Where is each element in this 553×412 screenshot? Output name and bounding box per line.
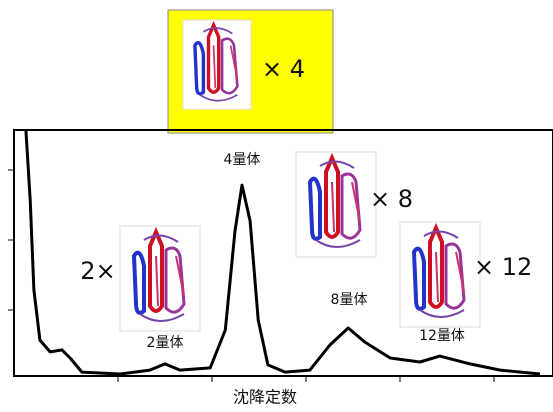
annotation: 12量体: [419, 328, 465, 344]
annotation: 2×: [80, 257, 115, 285]
annotation: 2量体: [147, 335, 184, 351]
annotation: 8量体: [331, 292, 368, 308]
annotation: 4量体: [224, 152, 261, 168]
protein-image: [183, 20, 251, 109]
protein-image: [120, 226, 200, 331]
annotation: × 4: [262, 55, 305, 83]
protein-image: [400, 222, 480, 327]
annotation: × 8: [370, 185, 413, 213]
annotation: × 12: [474, 253, 532, 281]
protein-image: [296, 152, 376, 257]
chart: 沈降定数 × 4 4量体 × 8 2× 2量体 8量体 × 12 12量体: [0, 0, 553, 412]
x-axis-label: 沈降定数: [233, 388, 297, 407]
